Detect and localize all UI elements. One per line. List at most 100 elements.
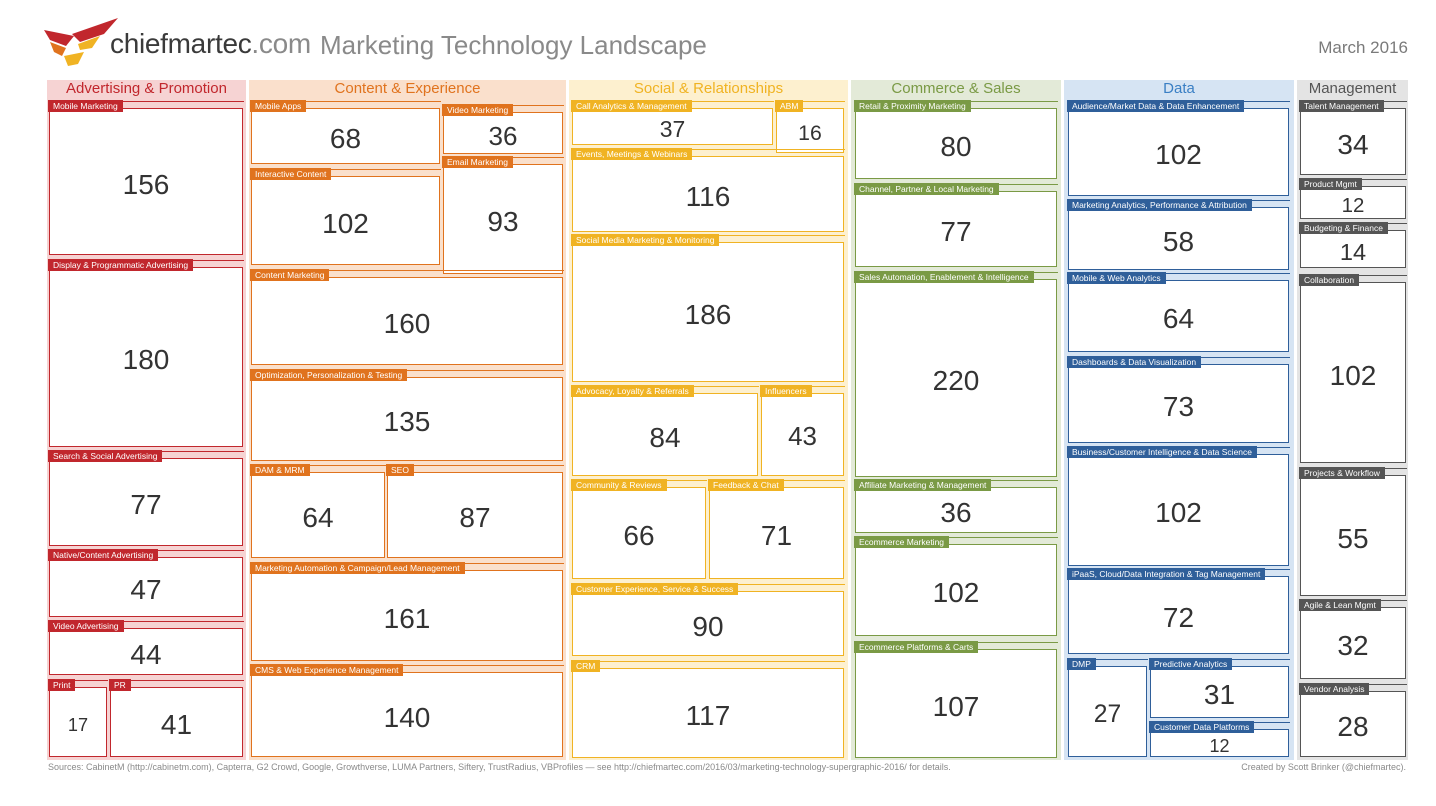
page-title: Marketing Technology Landscape (320, 30, 707, 60)
category-box[interactable]: Mobile & Web Analytics 64 (1067, 272, 1290, 352)
category-box[interactable]: DMP 27 (1067, 658, 1148, 757)
category-box[interactable]: Display & Programmatic Advertising 180 (48, 259, 244, 447)
tag-rule (50, 621, 244, 622)
category-label: Channel, Partner & Local Marketing (854, 183, 999, 195)
category-box[interactable]: Predictive Analytics 31 (1149, 658, 1290, 718)
category-box[interactable]: Sales Automation, Enablement & Intellige… (854, 271, 1058, 477)
category-box[interactable]: Content Marketing 160 (250, 269, 564, 365)
category-label: Native/Content Advertising (48, 549, 159, 561)
category-label: Video Marketing (442, 104, 514, 116)
category-box[interactable]: Advocacy, Loyalty & Referrals 84 (571, 385, 759, 476)
category-label: DAM & MRM (250, 464, 310, 476)
category-count: 135 (383, 406, 431, 437)
column-header: Advertising & Promotion (66, 80, 227, 97)
category-count: 84 (649, 421, 681, 453)
category-box[interactable]: SEO 87 (386, 464, 564, 558)
category-box[interactable]: Mobile Marketing 156 (48, 100, 244, 255)
category-box[interactable]: Vendor Analysis 28 (1299, 683, 1407, 757)
category-box[interactable]: Ecommerce Platforms & Carts 107 (854, 641, 1058, 758)
tag-rule (856, 537, 1058, 538)
brand-suffix: .com (251, 28, 311, 59)
category-count: 32 (1337, 630, 1369, 661)
category-box[interactable]: CMS & Web Experience Management 140 (250, 664, 564, 757)
category-box[interactable]: iPaaS, Cloud/Data Integration & Tag Mana… (1067, 568, 1290, 654)
category-box[interactable]: Dashboards & Data Visualization 73 (1067, 356, 1290, 443)
tag-rule (252, 370, 564, 371)
category-box[interactable]: DAM & MRM 64 (250, 464, 386, 558)
category-count: 102 (322, 207, 369, 239)
category-box[interactable]: Audience/Market Data & Data Enhancement 1… (1067, 100, 1290, 196)
footer-sources: Sources: CabinetM (http://cabinetm.com),… (48, 762, 951, 772)
category-count: 58 (1162, 225, 1195, 257)
category-box[interactable]: Product Mgmt 12 (1299, 178, 1407, 219)
category-box[interactable]: Ecommerce Marketing 102 (854, 536, 1058, 636)
category-count: 72 (1162, 602, 1195, 633)
tag-rule (111, 680, 244, 681)
category-box[interactable]: Interactive Content 102 (250, 168, 441, 265)
column-header: Management (1308, 80, 1397, 97)
category-box[interactable]: Native/Content Advertising 47 (48, 549, 244, 617)
category-label: Content Marketing (250, 269, 330, 281)
category-box[interactable]: Retail & Proximity Marketing 80 (854, 100, 1058, 179)
category-box[interactable]: Social Media Marketing & Monitoring 186 (571, 234, 845, 382)
tag-rule (252, 101, 441, 102)
category-box[interactable]: Email Marketing 93 (442, 156, 564, 274)
category-box[interactable]: Marketing Analytics, Performance & Attri… (1067, 199, 1290, 270)
category-label: Optimization, Personalization & Testing (250, 369, 408, 381)
category-box[interactable]: Affiliate Marketing & Management 36 (854, 479, 1058, 533)
category-count: 160 (383, 308, 431, 339)
category-count: 68 (329, 123, 362, 154)
category-box[interactable]: Print 17 (48, 679, 108, 757)
category-count: 41 (160, 709, 193, 740)
category-box[interactable]: Customer Data Platforms 12 (1149, 721, 1290, 757)
category-box[interactable]: Optimization, Personalization & Testing 1… (250, 369, 564, 461)
category-count: 37 (659, 116, 686, 142)
column-header: Social & Relationships (633, 80, 784, 97)
category-box[interactable]: Channel, Partner & Local Marketing 77 (854, 183, 1058, 267)
category-count: 102 (1155, 139, 1202, 170)
category-box[interactable]: Talent Management 34 (1299, 100, 1407, 175)
category-box[interactable]: Video Marketing 36 (442, 104, 564, 154)
brand-name[interactable]: chiefmartec.com (110, 28, 311, 60)
tag-rule (252, 169, 441, 170)
tag-rule (573, 661, 845, 662)
category-box[interactable]: Budgeting & Finance 14 (1299, 222, 1407, 268)
category-box[interactable]: Agile & Lean Mgmt 32 (1299, 599, 1407, 679)
category-box[interactable]: Marketing Automation & Campaign/Lead Man… (250, 562, 564, 661)
category-label: Marketing Analytics, Performance & Attri… (1067, 199, 1252, 211)
category-count: 220 (932, 365, 980, 396)
category-count: 12 (1341, 193, 1365, 217)
category-box[interactable]: Community & Reviews 66 (571, 479, 707, 579)
category-box[interactable]: Search & Social Advertising 77 (48, 450, 244, 546)
column-header: Commerce & Sales (891, 80, 1021, 97)
category-box[interactable]: Mobile Apps 68 (250, 100, 441, 164)
category-label: Audience/Market Data & Data Enhancement (1067, 100, 1245, 112)
category-label: Print (48, 679, 76, 691)
category-box[interactable]: Business/Customer Intelligence & Data Sc… (1067, 446, 1290, 566)
category-label: PR (109, 679, 131, 691)
category-box[interactable]: Video Advertising 44 (48, 620, 244, 675)
category-box[interactable]: Feedback & Chat 71 (708, 479, 845, 579)
category-count: 87 (459, 502, 491, 533)
category-label: Affiliate Marketing & Management (854, 479, 992, 491)
category-label: Ecommerce Platforms & Carts (854, 641, 979, 653)
category-count: 90 (692, 610, 724, 642)
category-label: Business/Customer Intelligence & Data Sc… (1067, 446, 1258, 458)
category-box[interactable]: ABM 16 (775, 100, 845, 153)
category-count: 64 (1162, 303, 1195, 334)
category-box[interactable]: Collaboration 102 (1299, 274, 1407, 463)
category-box[interactable]: Influencers 43 (760, 385, 845, 476)
category-label: Community & Reviews (571, 479, 667, 491)
category-box[interactable]: Events, Meetings & Webinars 116 (571, 148, 845, 232)
category-count: 12 (1209, 735, 1230, 756)
category-box[interactable]: Projects & Workflow 55 (1299, 467, 1407, 596)
category-count: 156 (122, 168, 170, 200)
category-count: 180 (122, 344, 170, 375)
category-label: Customer Experience, Service & Success (571, 583, 739, 595)
category-box[interactable]: CRM 117 (571, 660, 845, 758)
category-box[interactable]: PR 41 (109, 679, 244, 757)
category-label: CMS & Web Experience Management (250, 664, 404, 676)
category-box[interactable]: Call Analytics & Management 37 (571, 100, 774, 145)
category-box[interactable]: Customer Experience, Service & Success 90 (571, 583, 845, 656)
tag-rule (252, 465, 386, 466)
